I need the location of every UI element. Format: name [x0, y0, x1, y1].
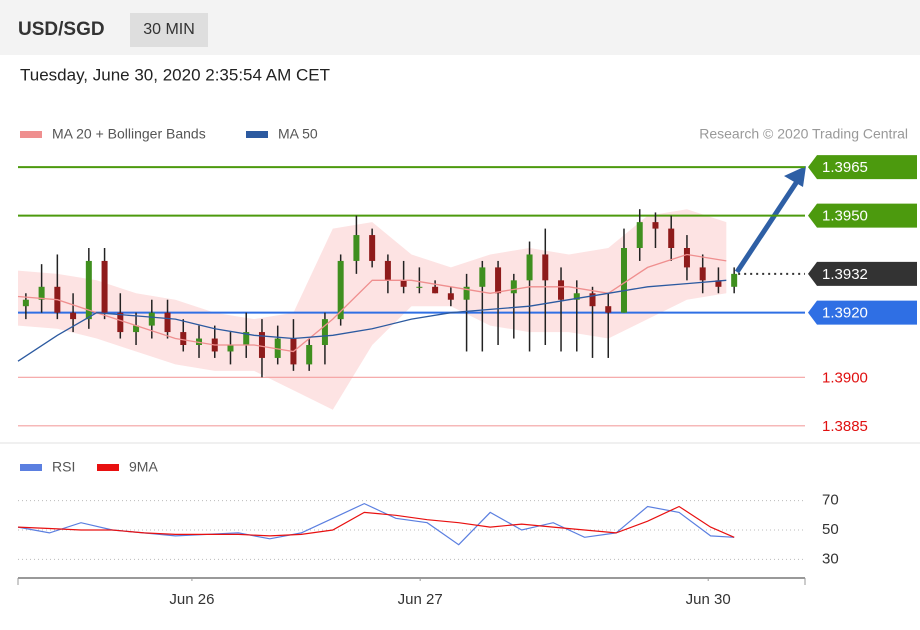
symbol: USD/SGD	[18, 19, 105, 40]
candle-body	[416, 286, 423, 288]
x-tick-label: Jun 26	[169, 591, 214, 608]
candle-body	[369, 235, 376, 261]
candle-body	[337, 260, 344, 320]
ma-line	[17, 279, 727, 362]
y-tick-label: 50	[822, 521, 839, 538]
candle-body	[258, 332, 265, 358]
candle-body	[731, 273, 738, 287]
candle-body	[274, 338, 281, 358]
candle-body	[463, 286, 470, 300]
interval[interactable]: 30 MIN	[143, 21, 195, 38]
candle-body	[321, 319, 328, 345]
candle-body	[620, 248, 627, 313]
candle-body	[384, 260, 391, 281]
level-label: 1.3920	[822, 305, 868, 322]
candle-body	[164, 312, 171, 333]
level-label: 1.3965	[822, 159, 868, 176]
candle-body	[510, 280, 517, 294]
level-tag	[808, 155, 917, 180]
candle-body	[117, 312, 124, 333]
candle-body	[133, 325, 140, 333]
candle-body	[542, 254, 549, 281]
level-label: 1.3950	[822, 208, 868, 225]
candle-body	[353, 235, 360, 261]
level-tag	[808, 261, 917, 286]
series-line	[17, 505, 735, 538]
x-tick-label: Jun 30	[686, 591, 731, 608]
legend-label: MA 20 + Bollinger Bands	[52, 126, 206, 142]
y-tick-label: 70	[822, 492, 839, 509]
candle-body	[38, 286, 45, 300]
candle-body	[101, 260, 108, 313]
candle-body	[180, 332, 187, 345]
candle-body	[715, 280, 722, 287]
legend-label: 9MA	[129, 459, 158, 475]
forecast-arrowhead	[784, 166, 806, 187]
x-tick-label: Jun 27	[398, 591, 443, 608]
candle-body	[699, 267, 706, 281]
legend-swatch	[20, 464, 42, 471]
candle-body	[243, 332, 250, 345]
bollinger-band	[18, 209, 727, 410]
candle-body	[227, 345, 234, 352]
legend-swatch	[97, 464, 119, 471]
candle-body	[589, 293, 596, 307]
legend-swatch	[246, 131, 268, 138]
candle-body	[636, 222, 643, 248]
series-line	[17, 502, 735, 546]
candle-body	[526, 254, 533, 281]
forecast-arrow	[734, 178, 801, 274]
interval-badge[interactable]	[130, 13, 208, 47]
level-label: 1.3932	[822, 266, 868, 283]
candle-body	[432, 286, 439, 294]
candle-body	[306, 345, 313, 365]
candle-body	[479, 267, 486, 287]
y-tick-label: 30	[822, 550, 839, 567]
candle-body	[558, 280, 565, 300]
timestamp: Tuesday, June 30, 2020 2:35:54 AM CET	[20, 65, 330, 84]
candle-body	[85, 260, 92, 320]
candle-body	[400, 280, 407, 287]
candle-body	[495, 267, 502, 294]
legend-swatch	[20, 131, 42, 138]
level-tag	[808, 300, 917, 325]
candle-body	[683, 248, 690, 268]
legend-label: RSI	[52, 459, 75, 475]
candle-body	[22, 299, 29, 307]
candle-body	[70, 312, 77, 320]
candle-body	[148, 312, 155, 326]
candle-body	[573, 293, 580, 300]
candle-body	[652, 222, 659, 229]
level-label: 1.3885	[822, 418, 868, 435]
candle-body	[605, 306, 612, 313]
candle-body	[668, 228, 675, 248]
level-label: 1.3900	[822, 369, 868, 386]
level-tag	[808, 203, 917, 228]
legend-label: MA 50	[278, 126, 318, 142]
candle-body	[447, 293, 454, 300]
credit: Research © 2020 Trading Central	[699, 126, 908, 142]
